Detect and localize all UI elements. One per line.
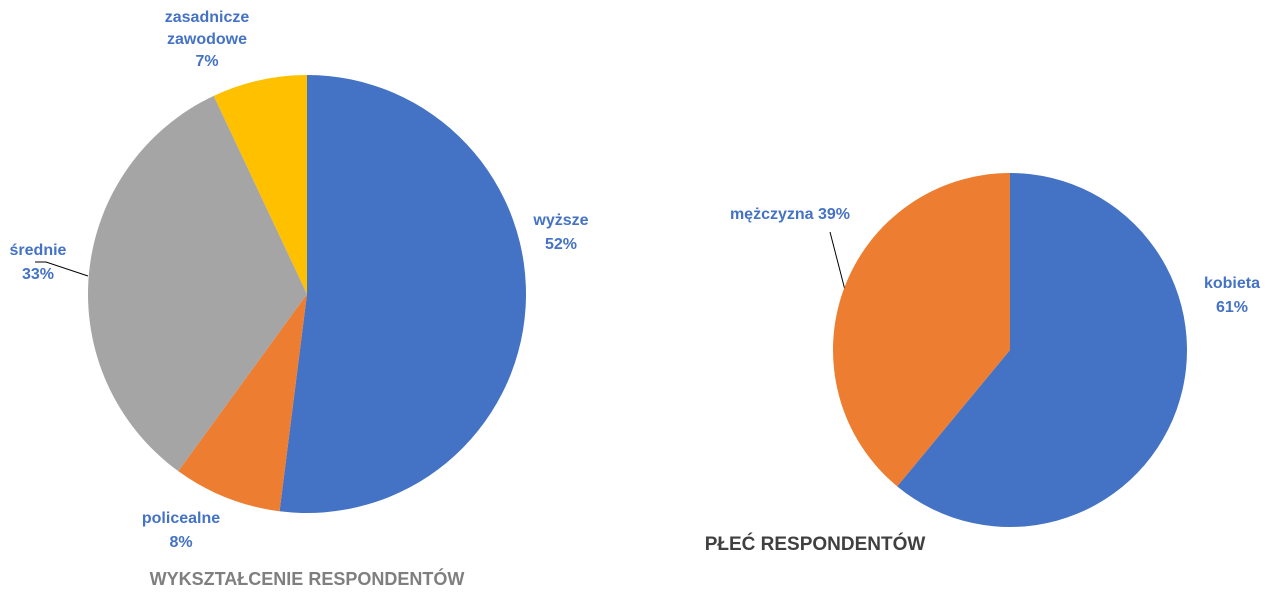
category-line: zawodowe [167,31,247,48]
data-label: mężczyzna 39% [730,206,850,223]
category-label: mężczyzna [730,206,814,223]
category-label: policealne [142,510,220,527]
category-label: średnie [10,242,67,259]
category-line: zasadnicze [165,9,250,26]
leader-line [829,231,846,291]
pie-slice [213,75,307,294]
chart-title: WYKSZTAŁCENIE RESPONDENTÓW [150,568,465,589]
pie-slice [897,173,1187,527]
pie-slice [833,173,1010,487]
category-label: wyższe [532,212,588,229]
category-label: zasadnicze zawodowe [165,9,250,48]
value-label: 61% [1216,299,1248,316]
pie-slice [88,95,307,472]
value-label: 52% [545,236,577,253]
category-label: kobieta [1204,275,1260,292]
value-label: 33% [22,266,54,283]
value-label: 39% [818,206,850,223]
chart-title: PŁEĆ RESPONDENTÓW [705,533,926,555]
pie-slice [178,294,307,512]
value-label: 8% [169,534,192,551]
value-label: 7% [195,53,218,70]
pie-slice [279,75,526,514]
leader-line [35,261,89,277]
